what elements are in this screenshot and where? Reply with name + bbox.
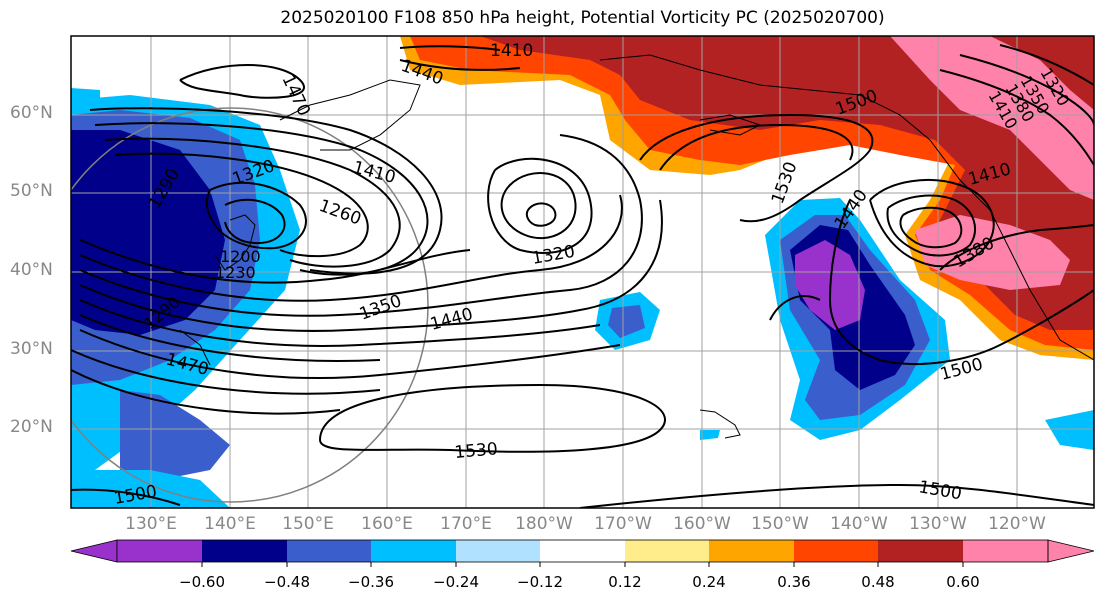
lon-label: 160°E (361, 514, 413, 534)
pv-north-darkred (480, 36, 1094, 330)
lon-label: 140°E (204, 514, 256, 534)
lat-label: 50°N (10, 181, 53, 201)
lat-label: 30°N (10, 339, 53, 359)
lon-label: 130°E (125, 514, 177, 534)
pv-north-pink (890, 36, 1094, 200)
colorbar-segment (540, 540, 625, 562)
colorbar-segment (456, 540, 540, 562)
lon-label: 170°W (594, 514, 652, 534)
map-title: 2025020100 F108 850 hPa height, Potentia… (280, 8, 885, 28)
colorbar-tick-label: 0.12 (608, 573, 642, 591)
lat-label: 40°N (10, 260, 53, 280)
gridlines (71, 36, 1094, 508)
colorbar-tick-label: 0.48 (861, 573, 895, 591)
height-contours (71, 44, 1094, 508)
lon-label: 170°E (440, 514, 492, 534)
pv-coast-pink (915, 215, 1070, 290)
lat-label: 60°N (10, 103, 53, 123)
contour-label: 1260 (316, 196, 363, 230)
colorbar-tick-label: 0.36 (777, 573, 811, 591)
contour-label: 1230 (215, 263, 256, 282)
contour-label: 1200 (220, 247, 261, 266)
colorbar-segment (287, 540, 371, 562)
colorbar-segment (202, 540, 287, 562)
contour-label: 1500 (917, 477, 963, 504)
lon-label: 120°W (988, 514, 1046, 534)
colorbar (70, 539, 1095, 567)
colorbar-segment (878, 540, 963, 562)
colorbar-tick-label: −0.60 (179, 573, 225, 591)
colorbar-tick-label: 0.60 (946, 573, 980, 591)
plot-border (70, 35, 1095, 509)
colorbar-extend-low (70, 539, 118, 563)
contour-label: 1410 (490, 41, 533, 61)
range-circle (71, 107, 429, 503)
colorbar-segment (371, 540, 456, 562)
lon-label: 130°W (909, 514, 967, 534)
colorbar-tick-label: 0.24 (692, 573, 726, 591)
pv-shading (71, 36, 1094, 508)
pv-west-south (120, 390, 230, 480)
lon-label: 150°W (751, 514, 809, 534)
colorbar-segment (709, 540, 794, 562)
contour-label: 1530 (454, 439, 499, 463)
colorbar-segment (963, 540, 1048, 562)
lon-label: 180°W (515, 514, 573, 534)
coastlines (179, 54, 1094, 439)
colorbar-tick-label: −0.36 (348, 573, 394, 591)
pv-west-dark (71, 130, 225, 335)
colorbar-segment (625, 540, 709, 562)
contour-label: 1530 (768, 159, 802, 206)
colorbar-segment (794, 540, 878, 562)
colorbar-tick-label: −0.12 (517, 573, 563, 591)
lat-label: 20°N (10, 417, 53, 437)
colorbar-segment (117, 540, 202, 562)
lon-label: 140°W (830, 514, 888, 534)
colorbar-extend-high (1047, 539, 1095, 563)
lon-label: 150°E (282, 514, 334, 534)
lon-label: 160°W (673, 514, 731, 534)
contour-label: 1440 (428, 304, 475, 335)
colorbar-tick-label: −0.24 (433, 573, 479, 591)
colorbar-tick-label: −0.48 (264, 573, 310, 591)
